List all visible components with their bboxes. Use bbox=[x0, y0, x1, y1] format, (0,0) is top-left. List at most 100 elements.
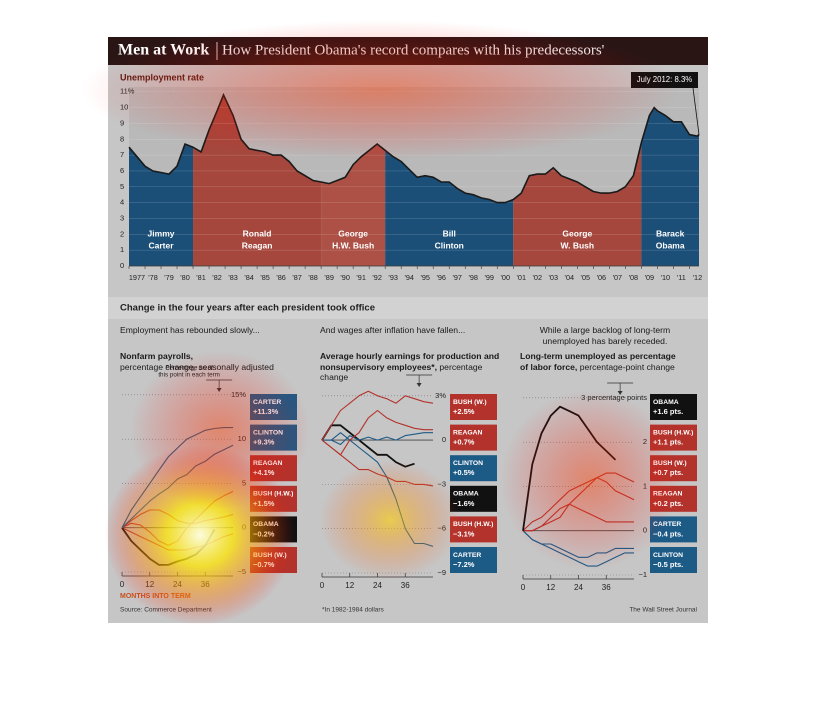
x-tick-label: 24 bbox=[173, 580, 182, 589]
series-line bbox=[321, 390, 434, 441]
x-tick-label: '99 bbox=[484, 273, 494, 282]
x-tick-label: 0 bbox=[120, 580, 125, 589]
legend-value: +0.5% bbox=[453, 468, 475, 477]
y-tick-label: 15% bbox=[231, 390, 246, 399]
x-tick-label: '90 bbox=[340, 273, 350, 282]
legend-name: REAGAN bbox=[453, 429, 483, 436]
x-axis-label: MONTHS INTO TERM bbox=[120, 593, 191, 600]
y-tick-label: 10 bbox=[238, 434, 246, 443]
term-label: Carter bbox=[148, 240, 174, 250]
series-line bbox=[322, 432, 433, 446]
x-tick-label: '00 bbox=[501, 273, 511, 282]
y-tick-label: 5 bbox=[242, 478, 246, 487]
legend-name: BUSH (H.W.) bbox=[453, 521, 493, 528]
x-tick-label: 24 bbox=[373, 581, 382, 590]
legend-value: +1.5% bbox=[253, 499, 275, 508]
x-tick-label: '79 bbox=[164, 273, 174, 282]
x-tick-label: '78 bbox=[148, 273, 158, 282]
term-label: Barack bbox=[656, 228, 685, 238]
x-tick-label: '85 bbox=[260, 273, 270, 282]
legend-value: −0.7% bbox=[253, 560, 275, 569]
x-tick-label: 36 bbox=[602, 583, 611, 592]
legend-value: −0.5 pts. bbox=[653, 560, 683, 569]
legend-name: OBAMA bbox=[253, 521, 279, 528]
x-tick-label: '94 bbox=[404, 273, 414, 282]
legend-value: +0.7% bbox=[453, 438, 475, 447]
y-tick-label: 0 bbox=[442, 435, 446, 444]
arrow-head bbox=[416, 383, 422, 387]
term-label: Clinton bbox=[435, 240, 464, 250]
x-tick-label: '82 bbox=[212, 273, 222, 282]
x-tick-label: 0 bbox=[521, 583, 526, 592]
x-tick-label: '11 bbox=[677, 273, 686, 282]
legend-name: BUSH (H.W.) bbox=[653, 429, 693, 436]
y-tick-label: 1 bbox=[643, 481, 647, 490]
legend-value: +11.3% bbox=[253, 407, 279, 416]
legend-value: −7.2% bbox=[453, 560, 475, 569]
y-tick-label: −1 bbox=[638, 570, 647, 579]
y-tick-label: 7 bbox=[120, 150, 124, 159]
x-tick-label: '83 bbox=[228, 273, 238, 282]
y-tick-label: −3 bbox=[437, 479, 446, 488]
legend-value: +4.1% bbox=[253, 468, 275, 477]
y-tick-label: 9 bbox=[120, 118, 124, 127]
legend-value: −1.6% bbox=[453, 499, 475, 508]
x-tick-label: '91 bbox=[356, 273, 366, 282]
x-tick-label: 12 bbox=[546, 583, 555, 592]
x-tick-label: '09 bbox=[645, 273, 655, 282]
y-tick-label: 8 bbox=[120, 134, 124, 143]
legend-name: BUSH (W.) bbox=[453, 399, 487, 406]
legend-value: +1.1 pts. bbox=[653, 438, 683, 447]
legend-name: CARTER bbox=[453, 552, 481, 559]
y-tick-label: 3% bbox=[435, 391, 446, 400]
legend-box bbox=[450, 394, 497, 420]
chart-title: Average hourly earnings for production a… bbox=[320, 351, 500, 372]
legend-value: +0.7 pts. bbox=[653, 468, 683, 477]
x-tick-label: 1977 bbox=[129, 273, 145, 282]
x-tick-label: 0 bbox=[320, 581, 325, 590]
legend-name: CLINTON bbox=[453, 460, 483, 467]
legend-name: CLINTON bbox=[253, 429, 283, 436]
legend-value: −0.4 pts. bbox=[653, 529, 683, 538]
x-tick-label: '93 bbox=[388, 273, 398, 282]
x-tick-label: 24 bbox=[574, 583, 583, 592]
x-tick-label: '92 bbox=[372, 273, 382, 282]
chart-title: Unemployment rate bbox=[120, 72, 204, 82]
credit: The Wall Street Journal bbox=[629, 607, 697, 614]
x-tick-label: '07 bbox=[613, 273, 623, 282]
x-tick-label: '96 bbox=[436, 273, 446, 282]
legend-name: REAGAN bbox=[253, 460, 283, 467]
legend-name: BUSH (H.W.) bbox=[253, 491, 293, 498]
chart-heading: Nonfarm payrolls, percentage change, seas… bbox=[120, 351, 310, 372]
term-label: Reagan bbox=[242, 240, 273, 250]
term-label: Bill bbox=[443, 228, 456, 238]
x-tick-label: '06 bbox=[597, 273, 607, 282]
lede: And wages after inflation have fallen... bbox=[320, 325, 466, 335]
y-tick-label: 3 bbox=[120, 213, 124, 222]
x-tick-label: '84 bbox=[244, 273, 254, 282]
legend-value: +2.5% bbox=[453, 407, 475, 416]
x-tick-label: '95 bbox=[420, 273, 430, 282]
y-tick-label: 4 bbox=[120, 198, 124, 207]
y-tick-label: 6 bbox=[120, 166, 124, 175]
chart-title: Long-term unemployed as percentage of la… bbox=[520, 351, 676, 372]
y-tick-label: 5 bbox=[120, 182, 124, 191]
x-tick-label: '12 bbox=[693, 273, 703, 282]
legend-name: CARTER bbox=[653, 521, 681, 528]
chart-subtitle: percentage change bbox=[320, 361, 483, 383]
term-label: W. Bush bbox=[561, 240, 595, 250]
chart-subtitle: percentage-point change bbox=[579, 361, 675, 372]
y-tick-label: 0 bbox=[120, 261, 124, 270]
legend-value: +9.3% bbox=[253, 438, 275, 447]
chart-heading: Average hourly earnings for production a… bbox=[320, 351, 510, 383]
annotation-pointer bbox=[692, 87, 700, 135]
x-tick-label: '81 bbox=[196, 273, 206, 282]
x-tick-label: '10 bbox=[661, 273, 671, 282]
series-line bbox=[321, 409, 433, 456]
lede: Employment has rebounded slowly... bbox=[120, 325, 260, 335]
term-label: Obama bbox=[656, 240, 685, 250]
term-label: Ronald bbox=[243, 228, 272, 238]
y-tick-label: 0 bbox=[242, 523, 246, 532]
x-tick-label: 36 bbox=[401, 581, 410, 590]
